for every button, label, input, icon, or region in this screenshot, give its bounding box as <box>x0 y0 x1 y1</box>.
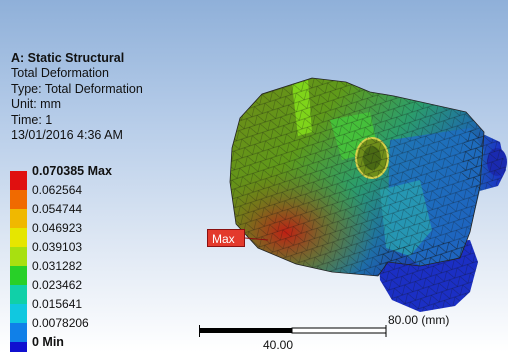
legend-swatch <box>10 190 27 209</box>
model-boss-mesh <box>462 128 506 192</box>
legend-swatch <box>10 342 27 352</box>
scale-bar-mid-label: 40.00 <box>263 338 293 352</box>
legend-swatch <box>10 266 27 285</box>
result-time: Time: 1 <box>11 113 143 128</box>
result-date: 13/01/2016 4:36 AM <box>11 128 143 143</box>
legend-swatch <box>10 323 27 342</box>
scale-bar-end-label: 80.00 (mm) <box>388 313 449 327</box>
legend-swatch <box>10 171 27 190</box>
legend-swatch <box>10 285 27 304</box>
legend-label: 0.023462 <box>32 278 82 292</box>
legend-swatch <box>10 247 27 266</box>
legend-label: 0.015641 <box>32 297 82 311</box>
legend-label: 0.062564 <box>32 183 82 197</box>
legend-label-max: 0.070385 Max <box>32 164 112 178</box>
legend-swatch <box>10 304 27 323</box>
legend-entry: 0 Min <box>10 342 210 352</box>
legend-swatch <box>10 228 27 247</box>
result-type: Type: Total Deformation <box>11 82 143 97</box>
scale-bar <box>199 325 389 337</box>
legend-label: 0.046923 <box>32 221 82 235</box>
legend-label-min: 0 Min <box>32 335 64 349</box>
result-unit: Unit: mm <box>11 97 143 112</box>
legend-label: 0.054744 <box>32 202 82 216</box>
max-probe-label[interactable]: Max <box>207 229 245 247</box>
legend-label: 0.039103 <box>32 240 82 254</box>
legend-label: 0.0078206 <box>32 316 89 330</box>
legend-label: 0.031282 <box>32 259 82 273</box>
result-name: Total Deformation <box>11 66 143 81</box>
legend-swatch <box>10 209 27 228</box>
result-info-block: A: Static Structural Total Deformation T… <box>11 51 143 143</box>
analysis-title: A: Static Structural <box>11 51 143 66</box>
